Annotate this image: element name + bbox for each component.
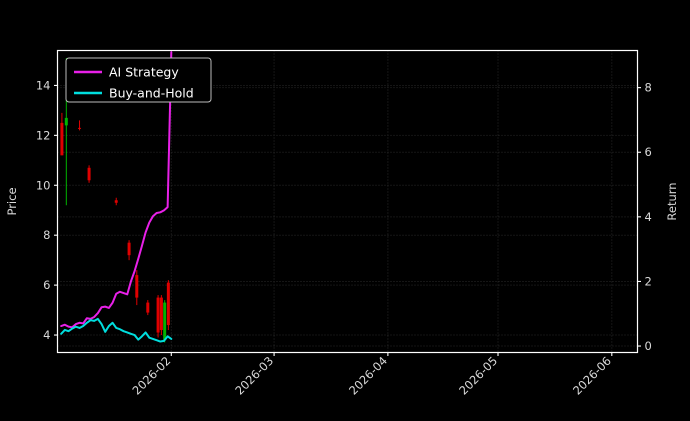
ytick-label-return: 6: [645, 145, 652, 159]
legend-label-2: Buy-and-Hold: [109, 86, 194, 101]
ytick-label-price: 12: [36, 128, 51, 142]
ytick-label-price: 4: [43, 328, 50, 342]
candle-body: [159, 297, 163, 331]
candle-body: [60, 122, 64, 156]
plot-top-mask: [0, 0, 690, 51]
ytick-label-return: 0: [645, 339, 652, 353]
ytick-label-return: 2: [645, 274, 652, 288]
series-line-2: [60, 317, 173, 343]
series-line-1: [60, 51, 173, 329]
ytick-label-price: 8: [43, 228, 50, 242]
ytick-label-return: 4: [645, 210, 652, 224]
candle-body: [156, 297, 160, 333]
y2-axis-title: Return: [665, 182, 679, 220]
ytick-label-return: 8: [645, 81, 652, 95]
candle-body: [166, 282, 170, 326]
legend-label-1: AI Strategy: [109, 65, 179, 80]
candle-body: [114, 200, 118, 203]
plot-left-mask: [0, 0, 58, 421]
plot-frame: [56, 49, 639, 354]
plot-bottom-mask: [0, 353, 690, 421]
ytick-label-price: 10: [36, 178, 51, 192]
ytick-label-price: 6: [43, 278, 50, 292]
legend-box[interactable]: [65, 57, 212, 103]
candle-body: [87, 167, 91, 181]
candle-body: [127, 242, 131, 256]
candle-body: [135, 275, 139, 298]
candle-body: [146, 302, 150, 313]
plot-right-mask: [638, 0, 690, 421]
candle-body: [78, 127, 82, 129]
y-axis-title: Price: [5, 187, 19, 215]
ytick-label-price: 14: [36, 78, 51, 92]
candle-body: [64, 117, 68, 126]
candle-body: [163, 302, 167, 341]
